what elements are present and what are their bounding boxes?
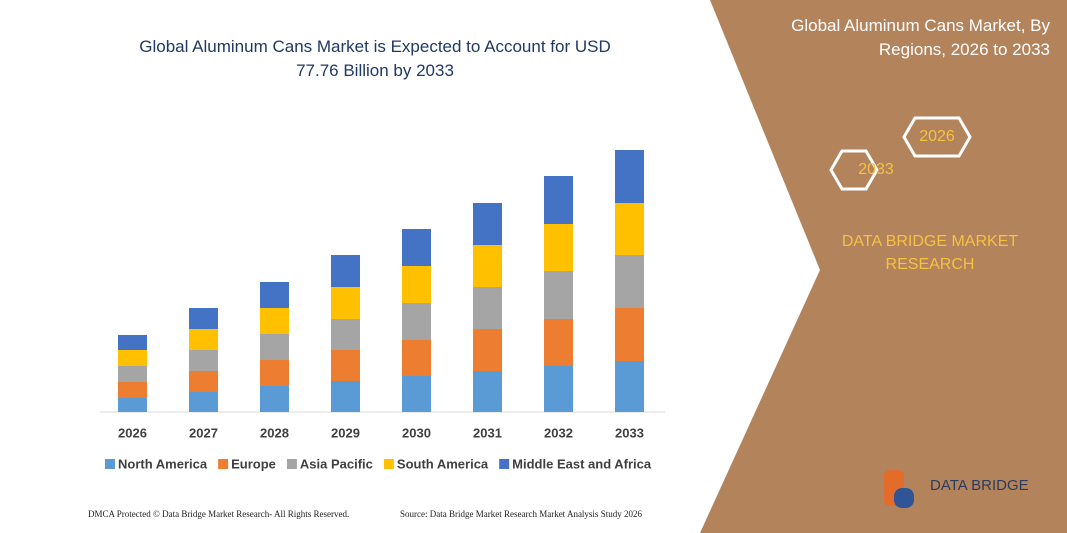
bar-segment [473, 329, 502, 371]
bar-segment [402, 229, 431, 266]
bar-segment [331, 255, 360, 287]
x-tick-label: 2032 [544, 425, 573, 440]
bar-segment [189, 392, 218, 412]
side-panel [700, 0, 1067, 533]
bar-segment [118, 366, 147, 382]
panel-title-box: Global Aluminum Cans Market, By Regions,… [791, 16, 1050, 59]
footer-right: Source: Data Bridge Market Research Mark… [400, 509, 642, 519]
legend-swatch [499, 459, 510, 469]
logo-text: DATA BRIDGE [930, 477, 1029, 494]
bar-segment [544, 271, 573, 319]
hex-label: 2026 [919, 128, 955, 145]
logo-mark [894, 488, 914, 508]
bar-segment [615, 255, 644, 308]
legend-swatch [218, 459, 229, 469]
bar-segment [260, 282, 289, 308]
x-tick-label: 2027 [189, 425, 218, 440]
bar-segment [260, 334, 289, 360]
bar-segment [331, 287, 360, 319]
bar-segment [615, 150, 644, 203]
hex-label: 2033 [858, 161, 894, 178]
bar-segment [473, 203, 502, 245]
x-tick-label: 2031 [473, 425, 502, 440]
bar-segment [189, 329, 218, 350]
bar-segment [615, 203, 644, 255]
bar-segment [473, 245, 502, 287]
x-tick-label: 2033 [615, 425, 644, 440]
bar-segment [260, 360, 289, 386]
bar-segment [189, 350, 218, 371]
legend-swatch [105, 459, 115, 469]
legend-swatch [383, 459, 394, 469]
hexagon [829, 149, 879, 191]
bar-segment [331, 350, 360, 381]
bar-segment [118, 398, 147, 412]
footer-left: DMCA Protected © Data Bridge Market Rese… [88, 509, 349, 519]
bar-segment [260, 308, 289, 334]
legend-label: North America [118, 456, 208, 471]
bar-segment [544, 319, 573, 366]
bar-segment [473, 287, 502, 329]
bar-segment [189, 371, 218, 392]
bar-segment [331, 319, 360, 350]
bar-segment [260, 386, 289, 412]
brand: DATA BRIDGE MARKET RESEARCH [841, 233, 1019, 273]
bar-segment [402, 303, 431, 340]
hexagon [902, 116, 972, 158]
x-tick-label: 2029 [331, 425, 360, 440]
bar-segment [615, 361, 644, 412]
bar-segment [473, 371, 502, 412]
bar-segment [544, 366, 573, 412]
brand-box: DATA BRIDGE MARKET RESEARCH [841, 233, 1019, 273]
bar-segment [118, 350, 147, 366]
bar-segment [544, 224, 573, 271]
x-tick-label: 2030 [402, 425, 431, 440]
legend-label: Asia Pacific [300, 456, 373, 471]
x-tick-label: 2026 [118, 425, 147, 440]
legend-label: Europe [231, 456, 276, 471]
x-tick-label: 2028 [260, 425, 289, 440]
legend-swatch [286, 459, 297, 469]
bar-segment [118, 335, 147, 350]
bar-segment [402, 340, 431, 376]
panel-title: Global Aluminum Cans Market, By Regions,… [791, 16, 1050, 59]
legend-label: South America [397, 456, 489, 471]
chart-title: Global Aluminum Cans Market is Expected … [139, 37, 610, 80]
legend-label: Middle East and Africa [512, 456, 652, 471]
bar-segment [331, 381, 360, 412]
bar-segment [402, 376, 431, 412]
bar-segment [118, 382, 147, 398]
bar-segment [402, 266, 431, 303]
bar-segment [544, 176, 573, 224]
bar-segment [189, 308, 218, 329]
bar-segment [615, 308, 644, 361]
